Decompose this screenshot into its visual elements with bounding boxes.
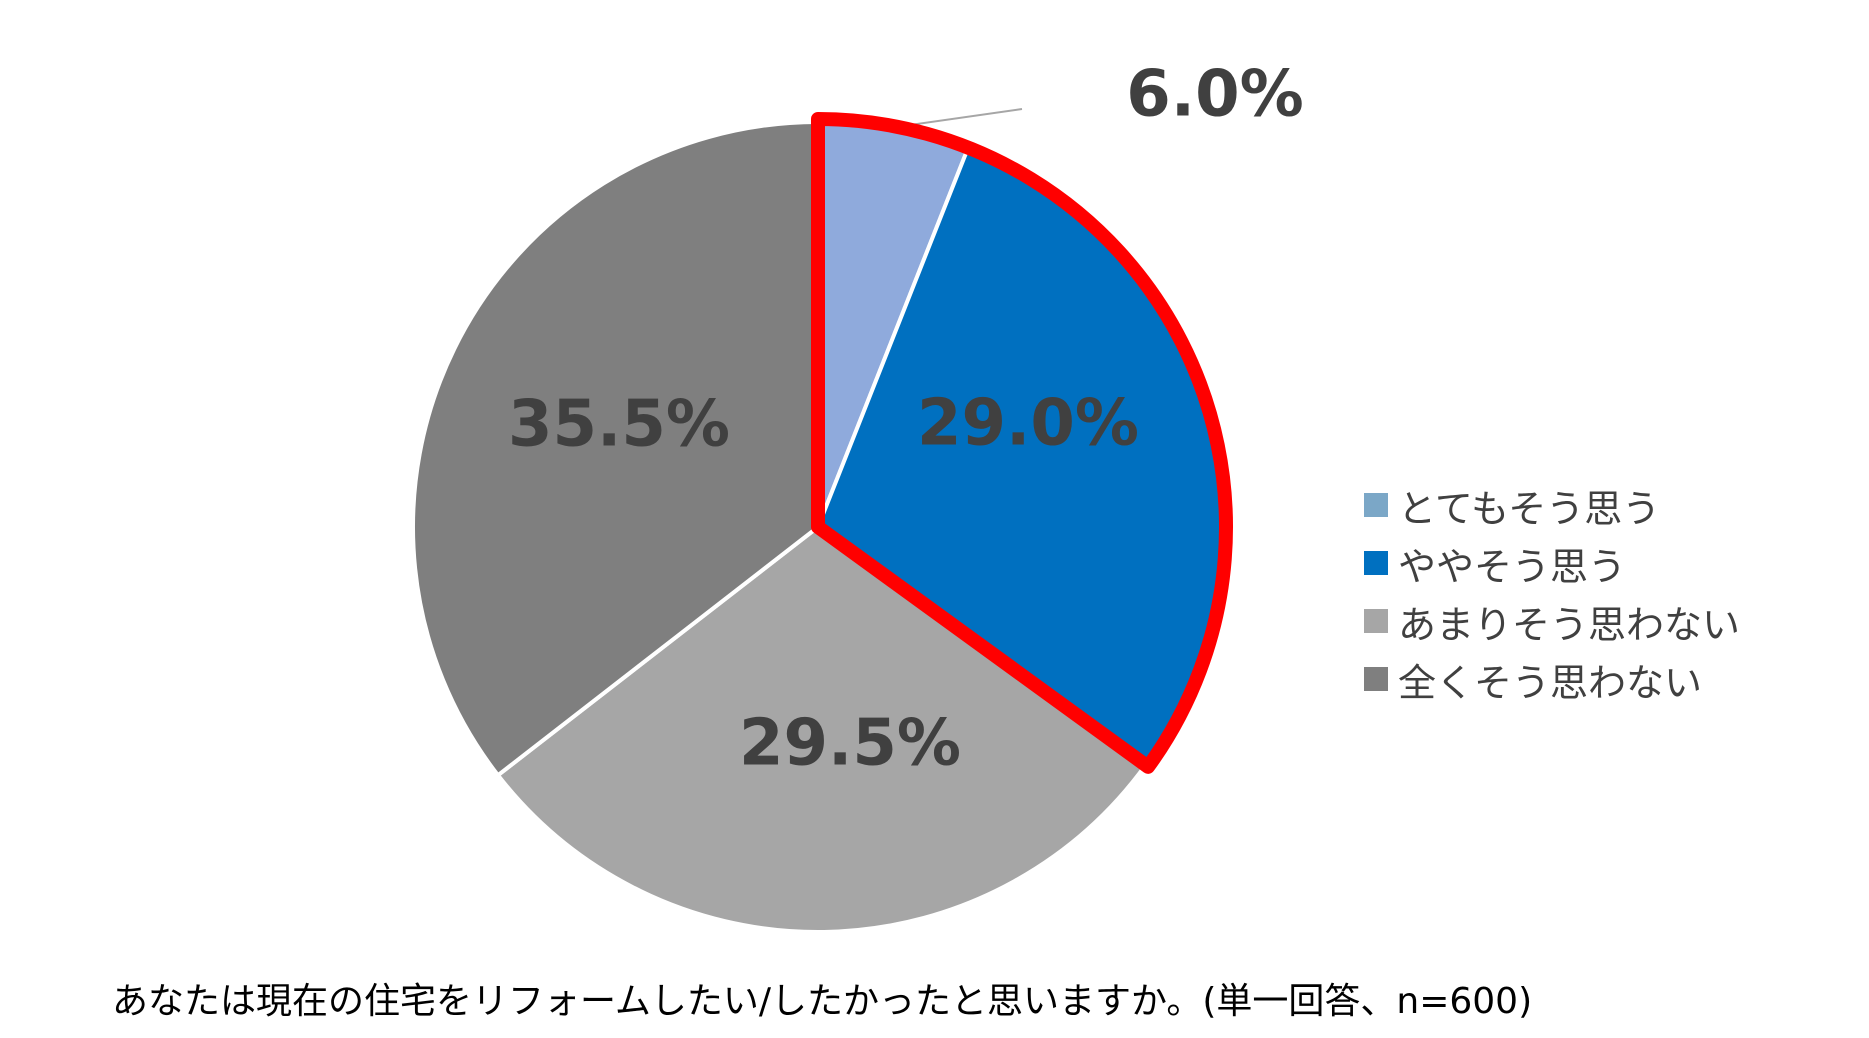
legend-item-0: とてもそう思う xyxy=(1364,476,1740,534)
data-label-2: 29.5% xyxy=(739,707,961,781)
pie-slice-3 xyxy=(411,120,820,778)
legend-label: 全くそう思わない xyxy=(1398,660,1703,705)
pie-slice-2 xyxy=(495,525,1148,934)
highlight-outline xyxy=(811,112,1233,774)
legend-swatch xyxy=(1364,493,1388,517)
data-label-1: 29.0% xyxy=(917,387,1139,461)
legend-item-2: あまりそう思わない xyxy=(1364,592,1740,650)
data-label-0: 6.0% xyxy=(1126,58,1304,132)
legend: とてもそう思う ややそう思う あまりそう思わない 全くそう思わない xyxy=(1364,476,1740,708)
legend-swatch xyxy=(1364,667,1388,691)
legend-item-3: 全くそう思わない xyxy=(1364,650,1740,708)
legend-swatch xyxy=(1364,609,1388,633)
legend-label: あまりそう思わない xyxy=(1398,602,1741,647)
legend-swatch xyxy=(1364,551,1388,575)
question-caption: あなたは現在の住宅をリフォームしたい/したかったと思いますか。(単一回答、n=6… xyxy=(112,981,1533,1022)
pie-slices xyxy=(411,120,1225,934)
legend-item-1: ややそう思う xyxy=(1364,534,1740,592)
legend-label: ややそう思う xyxy=(1398,544,1627,589)
data-label-3: 35.5% xyxy=(508,388,730,462)
data-labels: 6.0% 29.0% 29.5% 35.5% xyxy=(508,58,1304,781)
legend-label: とてもそう思う xyxy=(1398,486,1661,531)
